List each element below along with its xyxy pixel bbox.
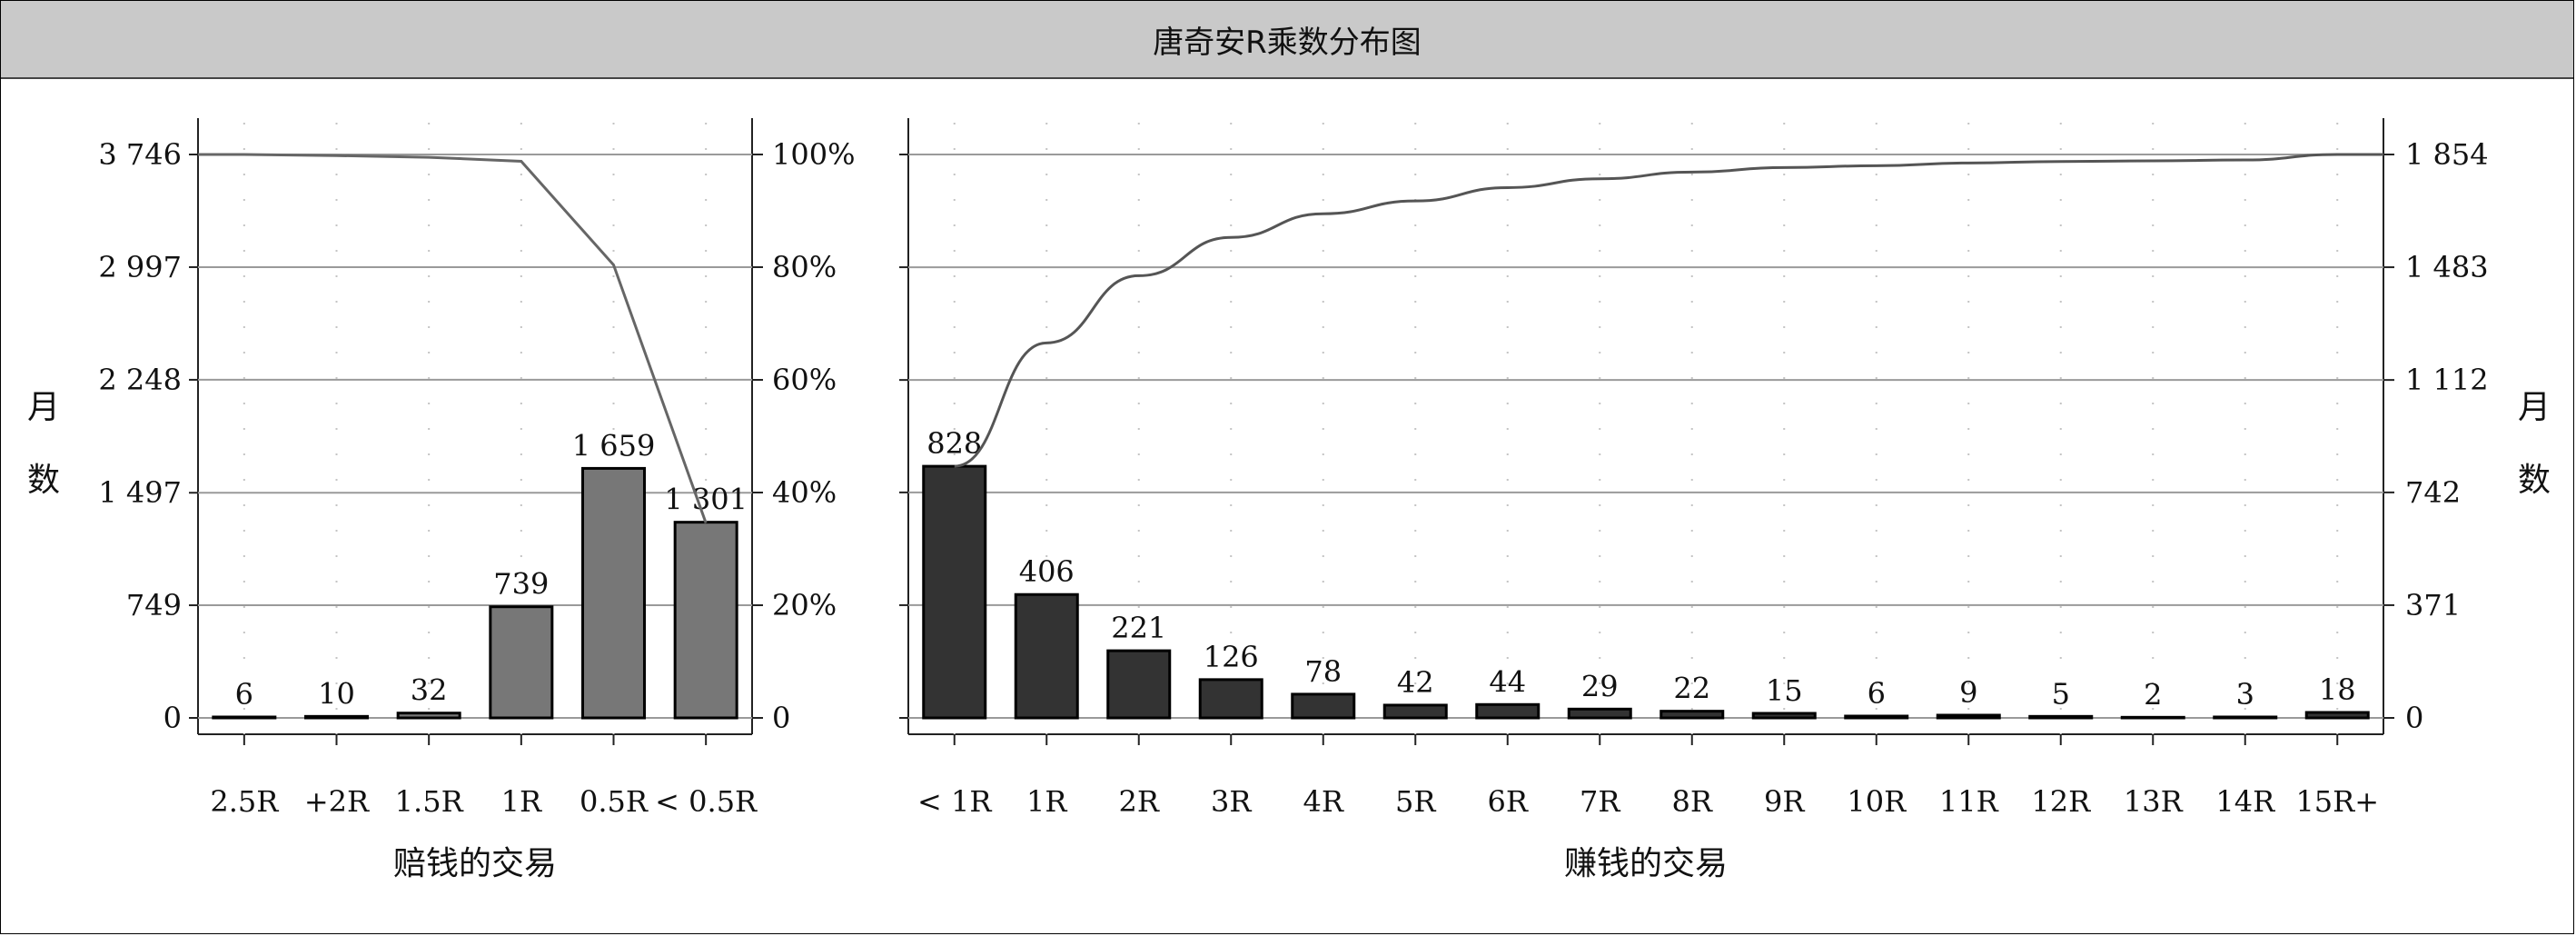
- profit-data-label: 44: [1489, 664, 1526, 699]
- profit-bar: [1567, 707, 1632, 720]
- profit-bar: [2028, 714, 2094, 720]
- profit-x-tick-label: 2R: [1119, 784, 1160, 819]
- loss-x-axis-label: 赔钱的交易: [393, 845, 557, 882]
- loss-y2-tick-label: 80%: [772, 250, 837, 284]
- profit-x-tick-label: 10R: [1847, 784, 1907, 819]
- profit-x-tick-label: 5R: [1395, 784, 1436, 819]
- profit-y-tick-label: 1 854: [2405, 137, 2489, 172]
- loss-y-tick-label: 0: [163, 701, 182, 735]
- loss-data-label: 10: [318, 676, 355, 711]
- profit-data-label: 126: [1204, 640, 1259, 674]
- profit-x-tick-label: 15R+: [2295, 784, 2379, 819]
- profit-bar: [1291, 692, 1356, 720]
- loss-y-axis-label-char: 月: [27, 389, 60, 426]
- loss-x-tick-label: 0.5R: [580, 784, 649, 819]
- profit-data-label: 22: [1673, 672, 1710, 706]
- profit-y-tick-label: 742: [2405, 475, 2461, 510]
- loss-bar: [396, 712, 461, 720]
- loss-data-label: 739: [493, 567, 549, 602]
- loss-y-tick-label: 749: [126, 588, 182, 622]
- profit-x-tick-label: 6R: [1488, 784, 1529, 819]
- chart-title-bar: 唐奇安R乘数分布图: [1, 1, 2573, 79]
- profit-data-label: 42: [1397, 665, 1434, 700]
- profit-x-tick-label: < 1R: [917, 784, 992, 819]
- profit-bar: [1660, 710, 1725, 720]
- profit-bar: [2120, 715, 2185, 720]
- loss-y-tick-label: 2 248: [98, 363, 182, 397]
- profit-bar: [1014, 592, 1079, 720]
- profit-data-label: 78: [1304, 654, 1342, 689]
- profit-bar: [1382, 703, 1448, 720]
- profit-x-tick-label: 7R: [1580, 784, 1620, 819]
- loss-x-tick-label: +2R: [304, 784, 370, 819]
- profit-bar: [2213, 715, 2278, 720]
- profit-bar: [1751, 712, 1817, 720]
- profit-y-tick-label: 1 112: [2405, 363, 2489, 397]
- profit-x-tick-label: 11R: [1939, 784, 1999, 819]
- profit-bar: [1198, 678, 1263, 720]
- loss-y2-tick-label: 60%: [772, 363, 837, 397]
- profit-x-tick-label: 14R: [2215, 784, 2275, 819]
- profit-x-axis-label: 赚钱的交易: [1564, 845, 1728, 882]
- profit-bar: [1844, 714, 1909, 720]
- profit-y-tick-label: 371: [2405, 588, 2461, 622]
- profit-data-label: 828: [926, 426, 982, 461]
- profit-bar: [2304, 711, 2370, 720]
- chart-title: 唐奇安R乘数分布图: [1153, 24, 1422, 61]
- loss-x-tick-label: < 0.5R: [655, 784, 758, 819]
- profit-x-tick-label: 13R: [2124, 784, 2184, 819]
- profit-data-label: 9: [1959, 675, 1977, 710]
- loss-bar: [304, 714, 369, 720]
- loss-bar: [673, 521, 738, 720]
- profit-data-label: 15: [1766, 673, 1803, 708]
- loss-y-tick-label: 1 497: [98, 475, 182, 510]
- profit-x-tick-label: 9R: [1764, 784, 1805, 819]
- loss-data-label: 1 301: [664, 483, 748, 517]
- loss-y-axis-label-char: 数: [27, 462, 60, 499]
- loss-y-tick-label: 2 997: [98, 250, 182, 284]
- profit-cumulative-line: [954, 153, 2383, 468]
- loss-x-tick-label: 1.5R: [395, 784, 464, 819]
- profit-y-axis-label-char: 数: [2518, 462, 2551, 499]
- profit-x-tick-label: 1R: [1026, 784, 1067, 819]
- loss-y-tick-label: 3 746: [98, 137, 182, 172]
- profit-data-label: 29: [1581, 669, 1619, 703]
- profit-data-label: 5: [2052, 676, 2070, 711]
- profit-data-label: 6: [1868, 676, 1886, 711]
- loss-y2-tick-label: 20%: [772, 588, 837, 622]
- loss-cumulative-line: [198, 153, 708, 523]
- profit-data-label: 221: [1111, 611, 1166, 645]
- loss-bar: [489, 605, 554, 720]
- profit-x-tick-label: 3R: [1211, 784, 1252, 819]
- profit-y-axis-label-char: 月: [2518, 389, 2551, 426]
- profit-bar: [922, 464, 987, 720]
- loss-y2-tick-label: 0: [772, 701, 790, 735]
- profit-x-tick-label: 8R: [1672, 784, 1713, 819]
- loss-y2-tick-label: 100%: [772, 137, 855, 172]
- profit-bar: [1106, 649, 1172, 720]
- loss-data-label: 32: [411, 673, 448, 708]
- profit-data-label: 406: [1019, 554, 1075, 589]
- profit-data-label: 2: [2144, 677, 2162, 712]
- profit-data-label: 18: [2319, 672, 2356, 707]
- loss-bar: [581, 466, 646, 720]
- loss-y2-tick-label: 40%: [772, 475, 837, 510]
- profit-x-tick-label: 4R: [1303, 784, 1344, 819]
- loss-data-label: 6: [235, 677, 253, 712]
- loss-x-tick-label: 1R: [501, 784, 542, 819]
- profit-bar: [1475, 702, 1541, 720]
- loss-bar: [212, 715, 277, 720]
- profit-y-tick-label: 0: [2405, 701, 2423, 735]
- profit-x-tick-label: 12R: [2031, 784, 2091, 819]
- loss-x-tick-label: 2.5R: [210, 784, 279, 819]
- profit-bar: [1936, 713, 2001, 720]
- profit-y-tick-label: 1 483: [2405, 250, 2489, 284]
- profit-data-label: 3: [2236, 677, 2254, 712]
- loss-data-label: 1 659: [572, 428, 656, 463]
